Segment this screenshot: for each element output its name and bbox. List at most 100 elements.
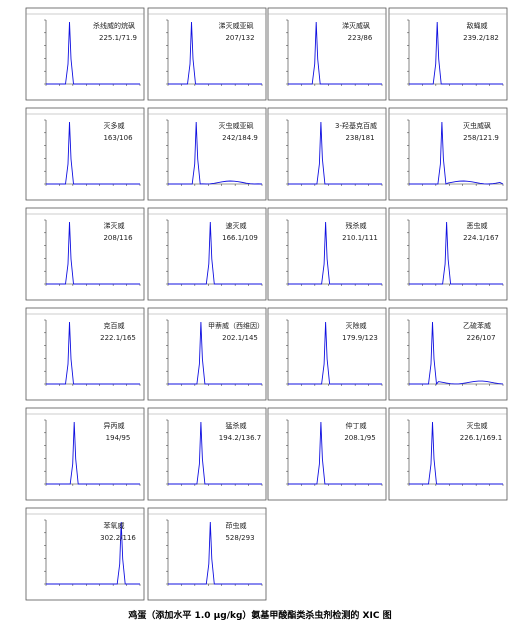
compound-name: 乙硫苯威 bbox=[463, 321, 491, 330]
ion-transition: 226/107 bbox=[466, 334, 495, 342]
panel-frame bbox=[25, 507, 145, 601]
panel-frame bbox=[388, 407, 508, 501]
peak-trace bbox=[46, 321, 140, 385]
ion-transition: 202.1/145 bbox=[222, 334, 258, 342]
peak-trace bbox=[288, 321, 382, 385]
panel-frame bbox=[388, 107, 508, 201]
panel-frame bbox=[147, 507, 267, 601]
panel-frame bbox=[25, 107, 145, 201]
compound-name: 克百威 bbox=[104, 321, 125, 330]
compound-name: 涕灭威 bbox=[104, 221, 125, 230]
ion-transition: 223/86 bbox=[348, 34, 373, 42]
ion-transition: 258/121.9 bbox=[463, 134, 499, 142]
xic-panel: 灭虫威砜 258/121.9 bbox=[388, 107, 508, 201]
xic-panel: 猛杀威 194.2/136.7 bbox=[147, 407, 267, 501]
panel-frame bbox=[25, 307, 145, 401]
xic-panel: 甲萘威（西维因） 202.1/145 bbox=[147, 307, 267, 401]
ion-transition: 207/132 bbox=[225, 34, 254, 42]
xic-panel: 残杀威 210.1/111 bbox=[267, 207, 387, 301]
xic-panel: 灭虫威 226.1/169.1 bbox=[388, 407, 508, 501]
panel-frame bbox=[25, 207, 145, 301]
ion-transition: 210.1/111 bbox=[342, 234, 378, 242]
ion-transition: 166.1/109 bbox=[222, 234, 258, 242]
compound-name: 灭虫威 bbox=[467, 421, 488, 430]
peak-trace bbox=[168, 121, 263, 185]
xic-panel: 恶虫威 224.1/167 bbox=[388, 207, 508, 301]
ion-transition: 208.1/95 bbox=[344, 434, 375, 442]
compound-name: 甲萘威（西维因） bbox=[208, 321, 264, 330]
compound-name: 灭虫威亚砜 bbox=[219, 121, 254, 130]
peak-trace bbox=[168, 221, 262, 285]
peak-trace bbox=[409, 21, 503, 85]
ion-transition: 194/95 bbox=[106, 434, 131, 442]
compound-name: 茚虫威 bbox=[226, 521, 247, 530]
compound-name: 灭多威 bbox=[104, 121, 125, 130]
xic-panel: 3-羟基克百威 238/181 bbox=[267, 107, 387, 201]
ion-transition: 528/293 bbox=[225, 534, 254, 542]
xic-panel: 茚虫威 528/293 bbox=[147, 507, 267, 601]
xic-panel: 异丙威 194/95 bbox=[25, 407, 145, 501]
peak-trace bbox=[46, 21, 140, 85]
ion-transition: 242/184.9 bbox=[222, 134, 258, 142]
ion-transition: 226.1/169.1 bbox=[460, 434, 502, 442]
panel-frame bbox=[267, 7, 387, 101]
ion-transition: 222.1/165 bbox=[100, 334, 136, 342]
peak-trace bbox=[409, 121, 504, 185]
panel-frame bbox=[267, 107, 387, 201]
xic-panel: 速灭威 166.1/109 bbox=[147, 207, 267, 301]
panel-frame bbox=[147, 107, 267, 201]
peak-trace bbox=[46, 421, 140, 485]
ion-transition: 208/116 bbox=[103, 234, 133, 242]
ion-transition: 225.1/71.9 bbox=[99, 34, 137, 42]
peak-trace bbox=[288, 421, 382, 485]
compound-name: 涕灭威亚砜 bbox=[219, 21, 254, 30]
peak-trace bbox=[409, 421, 503, 485]
panel-frame bbox=[147, 307, 267, 401]
xic-panel: 涕灭威 208/116 bbox=[25, 207, 145, 301]
panel-frame bbox=[147, 207, 267, 301]
peak-trace bbox=[288, 21, 382, 85]
xic-panel: 涕灭威砜 223/86 bbox=[267, 7, 387, 101]
xic-panel: 涕灭威亚砜 207/132 bbox=[147, 7, 267, 101]
panel-frame bbox=[388, 307, 508, 401]
ion-transition: 163/106 bbox=[103, 134, 133, 142]
ion-transition: 194.2/136.7 bbox=[219, 434, 261, 442]
compound-name: 仲丁威 bbox=[346, 421, 367, 430]
peak-trace bbox=[46, 121, 140, 185]
xic-panel: 灭多威 163/106 bbox=[25, 107, 145, 201]
xic-panel: 灭除威 179.9/123 bbox=[267, 307, 387, 401]
compound-name: 杀线威的烷砜 bbox=[93, 21, 135, 30]
peak-trace bbox=[409, 321, 504, 386]
peak-trace bbox=[168, 21, 262, 85]
peak-trace bbox=[288, 121, 382, 185]
compound-name: 涕灭威砜 bbox=[342, 21, 370, 30]
peak-trace bbox=[288, 221, 382, 285]
ion-transition: 238/181 bbox=[345, 134, 374, 142]
peak-trace bbox=[168, 321, 262, 385]
compound-name: 恶虫威 bbox=[467, 221, 488, 230]
ion-transition: 239.2/182 bbox=[463, 34, 499, 42]
panel-frame bbox=[25, 7, 145, 101]
xic-panel: 乙硫苯威 226/107 bbox=[388, 307, 508, 401]
xic-panel: 敌蝇威 239.2/182 bbox=[388, 7, 508, 101]
xic-panel: 仲丁威 208.1/95 bbox=[267, 407, 387, 501]
panel-frame bbox=[25, 407, 145, 501]
peak-trace bbox=[46, 521, 140, 585]
compound-name: 速灭威 bbox=[226, 221, 247, 230]
ion-transition: 302.2/116 bbox=[100, 534, 136, 542]
compound-name: 猛杀威 bbox=[226, 421, 247, 430]
xic-panel: 杀线威的烷砜 225.1/71.9 bbox=[25, 7, 145, 101]
compound-name: 灭虫威砜 bbox=[463, 121, 491, 130]
panel-frame bbox=[267, 407, 387, 501]
compound-name: 敌蝇威 bbox=[467, 21, 488, 30]
caption: 鸡蛋（添加水平 1.0 μg/kg）氨基甲酸酯类杀虫剂检测的 XIC 图 bbox=[127, 609, 391, 621]
peak-trace bbox=[46, 221, 140, 285]
peak-trace bbox=[168, 521, 262, 585]
panel-frame bbox=[147, 7, 267, 101]
ion-transition: 224.1/167 bbox=[463, 234, 499, 242]
compound-name: 灭除威 bbox=[346, 321, 367, 330]
xic-panel: 苯氧威 302.2/116 bbox=[25, 507, 145, 601]
peak-trace bbox=[409, 221, 503, 285]
